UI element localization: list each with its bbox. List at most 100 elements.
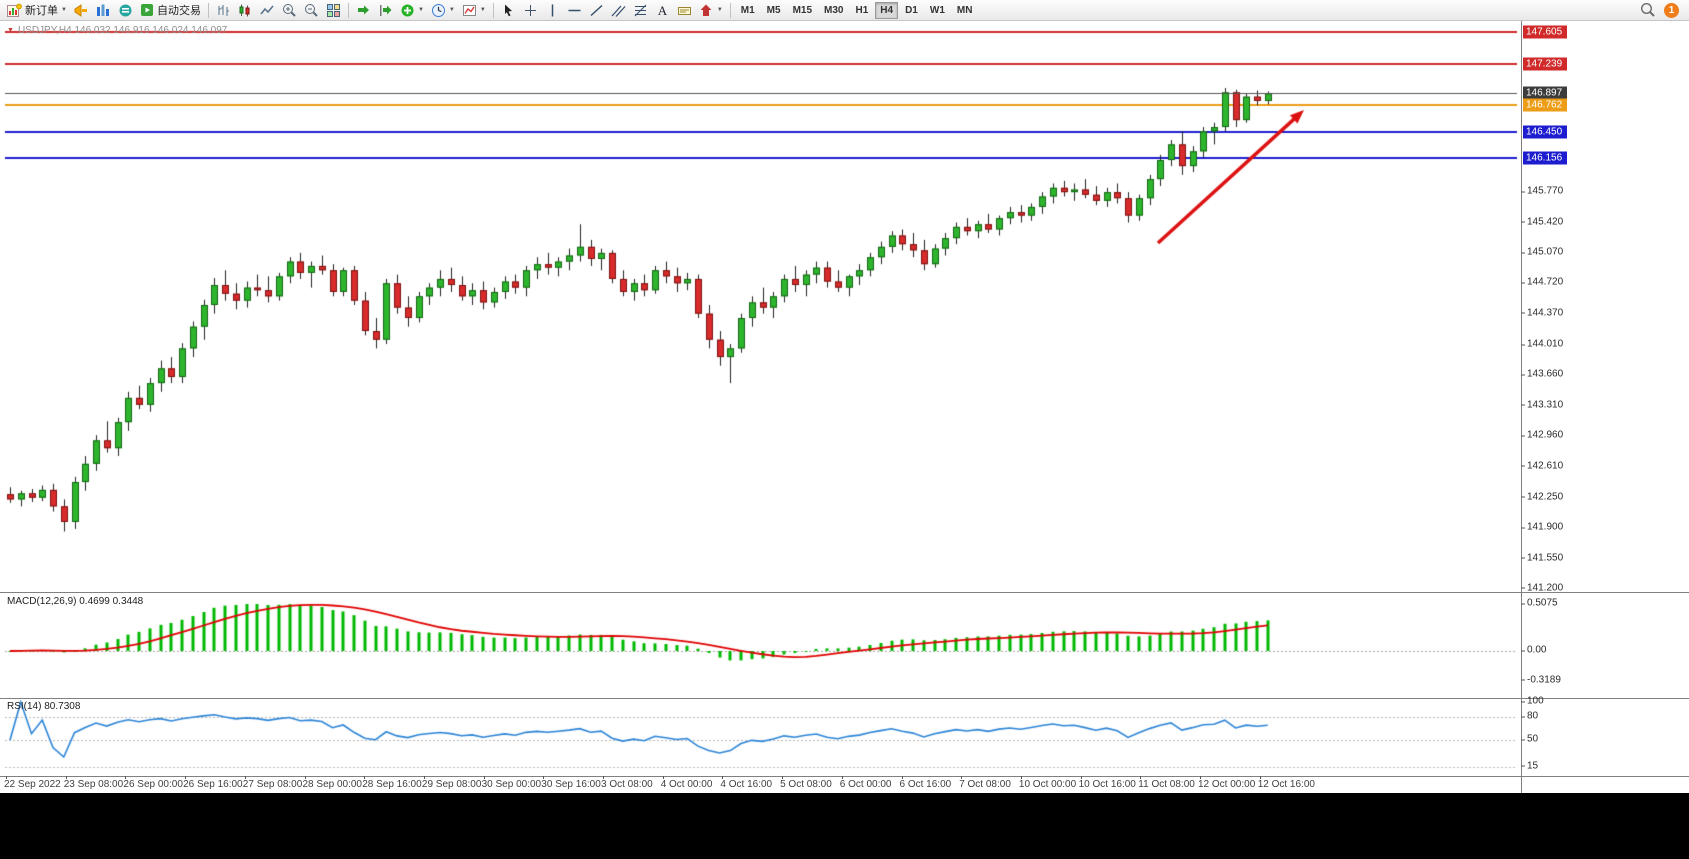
time-tick-label: 12 Oct 16:00 bbox=[1257, 779, 1315, 790]
crosshair-button[interactable] bbox=[520, 1, 541, 20]
text-label-icon bbox=[677, 6, 691, 15]
search-button[interactable] bbox=[1637, 1, 1659, 20]
time-tick-label: 29 Sep 08:00 bbox=[421, 779, 482, 790]
time-tick-mark bbox=[901, 776, 903, 779]
time-tick-label: 10 Oct 00:00 bbox=[1018, 779, 1077, 790]
time-tick-label: 7 Oct 08:00 bbox=[959, 779, 1011, 790]
time-tick-mark bbox=[961, 776, 963, 779]
time-tick-mark bbox=[423, 776, 425, 779]
timeframe-h1-button[interactable]: H1 bbox=[850, 2, 873, 19]
text-icon: A bbox=[658, 3, 668, 18]
fibonacci-icon bbox=[634, 4, 647, 16]
crosshair-icon bbox=[524, 4, 536, 16]
timeframe-h4-button[interactable]: H4 bbox=[875, 1, 899, 19]
timeframe-m1-button[interactable]: M1 bbox=[736, 2, 760, 19]
price-tick: 142.610 bbox=[1520, 460, 1564, 472]
clock-icon bbox=[431, 3, 445, 17]
price-tick: 141.550 bbox=[1520, 552, 1564, 564]
line-chart-button[interactable] bbox=[257, 1, 278, 20]
caret-down-icon: ▼ bbox=[417, 7, 424, 13]
bid-price-badge: 146.897 bbox=[1523, 86, 1567, 100]
time-tick-mark bbox=[483, 776, 485, 779]
horizontal-line-button[interactable] bbox=[564, 1, 585, 20]
template-chart-icon bbox=[462, 4, 476, 16]
time-tick-mark bbox=[6, 776, 7, 779]
data-window-icon bbox=[119, 4, 132, 16]
new-order-icon bbox=[7, 3, 22, 17]
time-tick-label: 23 Sep 08:00 bbox=[63, 779, 124, 790]
price-tick: 145.420 bbox=[1520, 216, 1564, 228]
arrows-button[interactable]: ▼ bbox=[696, 1, 726, 20]
macd-tick: 0.00 bbox=[1520, 644, 1547, 656]
time-tick-mark bbox=[125, 776, 127, 779]
candlestick-chart-canvas[interactable] bbox=[0, 21, 1522, 592]
macd-chart-canvas[interactable] bbox=[0, 594, 1522, 699]
periods-button[interactable]: ▼ bbox=[428, 1, 458, 20]
cursor-button[interactable] bbox=[498, 1, 519, 20]
price-tick: 144.370 bbox=[1520, 307, 1564, 319]
vertical-line-button[interactable] bbox=[542, 1, 563, 20]
bar-chart-button[interactable] bbox=[213, 1, 234, 20]
price-level-badge: 147.239 bbox=[1523, 57, 1567, 71]
templates-button[interactable]: ▼ bbox=[459, 1, 489, 20]
toolbar-separator bbox=[729, 2, 731, 18]
market-watch-icon bbox=[96, 4, 109, 16]
timeframe-mn-button[interactable]: MN bbox=[952, 2, 978, 19]
rsi-chart-canvas[interactable] bbox=[0, 700, 1522, 777]
timeframe-w1-button[interactable]: W1 bbox=[925, 2, 950, 19]
time-tick-mark bbox=[543, 776, 545, 779]
time-tick-mark bbox=[603, 776, 604, 779]
auto-trading-label: 自动交易 bbox=[156, 5, 201, 17]
text-label-button[interactable] bbox=[674, 1, 695, 20]
chart-shift-button[interactable] bbox=[375, 1, 396, 20]
macd-tick: 0.5075 bbox=[1521, 597, 1558, 609]
auto-scroll-button[interactable] bbox=[353, 1, 374, 20]
line-chart-icon bbox=[260, 5, 274, 14]
alerts-button[interactable] bbox=[71, 1, 92, 20]
new-order-button[interactable]: 新订单 ▼ bbox=[4, 1, 70, 20]
time-tick-label: 30 Sep 16:00 bbox=[541, 779, 601, 790]
price-tick: 144.010 bbox=[1520, 338, 1564, 350]
candlestick-chart-button[interactable] bbox=[235, 1, 256, 20]
auto-trading-button[interactable]: 自动交易 bbox=[137, 1, 204, 20]
notification-badge[interactable]: 1 bbox=[1664, 2, 1679, 18]
macd-indicator-panel[interactable] bbox=[0, 592, 1689, 699]
symbol-ohlc-text: USDJPY,H4 146.032 146.916 146.024 146.09… bbox=[17, 25, 228, 36]
timeframe-d1-button[interactable]: D1 bbox=[900, 2, 923, 19]
bottom-bar bbox=[0, 793, 1689, 859]
timeframe-m30-button[interactable]: M30 bbox=[819, 2, 848, 19]
toolbar-separator bbox=[347, 2, 349, 18]
rsi-tick: 15 bbox=[1520, 760, 1539, 772]
timeframe-toolbar: M1 M5 M15 M30 H1 H4 D1 W1 MN bbox=[735, 1, 979, 19]
time-tick-label: 12 Oct 00:00 bbox=[1198, 779, 1256, 790]
caret-down-icon: ▼ bbox=[61, 7, 67, 13]
market-watch-button[interactable] bbox=[93, 1, 114, 20]
data-window-button[interactable] bbox=[115, 1, 136, 20]
fibonacci-button[interactable] bbox=[630, 1, 651, 20]
text-button[interactable]: A bbox=[652, 1, 673, 20]
time-axis[interactable] bbox=[0, 776, 1689, 793]
zoom-out-icon bbox=[304, 3, 318, 17]
price-level-badge: 147.605 bbox=[1523, 25, 1567, 39]
timeframe-m5-button[interactable]: M5 bbox=[762, 2, 786, 19]
zoom-out-button[interactable] bbox=[301, 1, 322, 20]
time-tick-mark bbox=[1020, 776, 1022, 779]
price-chart-panel[interactable] bbox=[0, 21, 1689, 592]
macd-tick: -0.3189 bbox=[1521, 674, 1561, 686]
indicators-button[interactable]: ▼ bbox=[397, 1, 427, 20]
channel-button[interactable] bbox=[608, 1, 629, 20]
price-tick: 141.900 bbox=[1520, 521, 1564, 533]
timeframe-m15-button[interactable]: M15 bbox=[788, 2, 817, 19]
macd-label: MACD(12,26,9) 0.4699 0.3448 bbox=[7, 596, 144, 607]
time-tick-mark bbox=[841, 776, 843, 779]
tile-windows-icon bbox=[326, 3, 340, 17]
zoom-in-button[interactable] bbox=[279, 1, 300, 20]
rsi-indicator-panel[interactable] bbox=[0, 698, 1689, 777]
trendline-button[interactable] bbox=[586, 1, 607, 20]
time-tick-mark bbox=[1200, 776, 1201, 779]
tile-windows-button[interactable] bbox=[323, 1, 344, 20]
caret-down-icon: ▼ bbox=[716, 7, 723, 13]
time-tick-label: 27 Sep 08:00 bbox=[242, 779, 303, 790]
time-tick-mark bbox=[782, 776, 784, 779]
price-axis-border bbox=[1521, 21, 1522, 793]
